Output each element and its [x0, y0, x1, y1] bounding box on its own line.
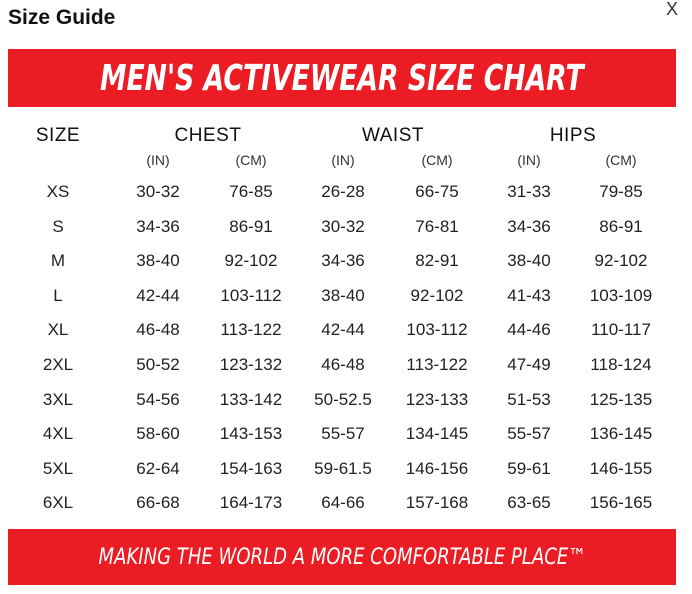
cell-chest-in: 38-40 [136, 251, 180, 271]
cell-waist-cm: 157-168 [405, 493, 469, 513]
cell-hips-cm: 103-109 [589, 285, 653, 305]
cell-chest-cm: 86-91 [229, 216, 273, 236]
cell-waist-cm: 92-102 [410, 285, 464, 305]
cell-chest-cm: 133-142 [219, 389, 283, 409]
cell-waist-cm: 66-75 [415, 182, 459, 201]
cell-waist-cm: 146-156 [405, 458, 469, 478]
cell-hips-cm: 92-102 [594, 251, 648, 271]
cell-hips-cm: 86-91 [599, 216, 643, 236]
footer-banner: MAKING THE WORLD A MORE COMFORTABLE PLAC… [8, 529, 676, 585]
table-row: XS 30-32 76-85 26-28 66-75 31-33 79-85 [8, 177, 676, 207]
cell-chest-in: 46-48 [136, 320, 180, 340]
cell-size: 5XL [42, 458, 74, 478]
cell-hips-in: 31-33 [507, 182, 551, 201]
cell-waist-cm: 134-145 [405, 424, 469, 444]
size-chart: MEN'S ACTIVEWEAR SIZE CHART SIZE CHEST W… [8, 49, 676, 585]
subheader-waist-cm: (CM) [421, 152, 453, 168]
header-hips: HIPS [549, 125, 597, 146]
table-row: S 34-36 86-91 30-32 76-81 34-36 86-91 [8, 212, 676, 242]
table-row: 6XL 66-68 164-173 64-66 157-168 63-65 156-165 [8, 488, 676, 518]
cell-hips-in: 63-65 [507, 493, 551, 513]
header-chest: CHEST [174, 125, 242, 146]
cell-chest-in: 62-64 [136, 458, 180, 478]
cell-hips-in: 41-43 [507, 285, 551, 305]
cell-waist-cm: 76-81 [415, 216, 459, 236]
cell-waist-in: 50-52.5 [314, 389, 372, 409]
cell-size: 3XL [42, 389, 74, 409]
cell-chest-cm: 92-102 [224, 251, 278, 271]
table-row: M 38-40 92-102 34-36 82-91 38-40 92-102 [8, 246, 676, 276]
cell-hips-in: 59-61 [507, 458, 551, 478]
cell-hips-in: 38-40 [507, 251, 551, 271]
cell-chest-in: 54-56 [136, 389, 180, 409]
table-subheader: (IN) (CM) (IN) (CM) (IN) (CM) [8, 145, 676, 175]
cell-waist-in: 34-36 [321, 251, 365, 271]
cell-chest-cm: 76-85 [229, 182, 273, 201]
cell-waist-cm: 113-122 [406, 355, 468, 374]
cell-size: 2XL [42, 355, 74, 374]
header-size: SIZE [35, 125, 81, 146]
table-row: 3XL 54-56 133-142 50-52.5 123-133 51-53 125-13… [8, 385, 676, 415]
cell-chest-in: 66-68 [136, 493, 180, 513]
cell-hips-in: 34-36 [507, 216, 551, 236]
cell-chest-cm: 154-163 [219, 458, 283, 478]
cell-chest-cm: 123-132 [219, 355, 283, 374]
subheader-hips-cm: (CM) [605, 152, 637, 168]
cell-chest-in: 34-36 [136, 216, 180, 236]
cell-waist-in: 38-40 [321, 285, 365, 305]
header-waist: WAIST [362, 125, 424, 146]
cell-waist-cm: 82-91 [415, 251, 459, 271]
cell-chest-in: 58-60 [136, 424, 180, 444]
subheader-chest-cm: (CM) [235, 152, 267, 168]
cell-waist-in: 64-66 [321, 493, 365, 513]
cell-hips-cm: 156-165 [589, 493, 653, 513]
cell-size: S [52, 216, 64, 236]
cell-hips-cm: 79-85 [599, 182, 643, 201]
cell-hips-in: 51-53 [507, 389, 551, 409]
cell-waist-in: 42-44 [321, 320, 365, 340]
subheader-chest-in: (IN) [146, 152, 170, 168]
cell-size: 6XL [42, 493, 74, 513]
cell-hips-cm: 146-155 [589, 458, 653, 478]
subheader-hips-in: (IN) [517, 152, 541, 168]
cell-size: L [53, 285, 63, 305]
table-header: SIZE CHEST WAIST HIPS [8, 121, 676, 151]
table-row: XL 46-48 113-122 42-44 103-112 44-46 110-117 [8, 315, 676, 345]
cell-waist-cm: 103-112 [406, 320, 468, 340]
table-row: L 42-44 103-112 38-40 92-102 41-43 103-109 [8, 281, 676, 311]
cell-waist-in: 26-28 [321, 182, 365, 201]
cell-waist-cm: 123-133 [405, 389, 469, 409]
cell-hips-in: 55-57 [507, 424, 551, 444]
cell-chest-in: 50-52 [136, 355, 180, 374]
table-row: 2XL 50-52 123-132 46-48 113-122 47-49 118-124 [8, 350, 676, 380]
table-row: 4XL 58-60 143-153 55-57 134-145 55-57 136-145 [8, 419, 676, 449]
table-row: 5XL 62-64 154-163 59-61.5 146-156 59-61 146-15… [8, 454, 676, 484]
chart-title-banner: MEN'S ACTIVEWEAR SIZE CHART [8, 49, 676, 107]
cell-hips-cm: 118-124 [590, 355, 652, 374]
cell-size: XL [47, 320, 69, 340]
cell-chest-cm: 103-112 [220, 285, 282, 305]
cell-chest-cm: 113-122 [220, 320, 282, 340]
cell-hips-in: 44-46 [507, 320, 551, 340]
cell-size: M [50, 251, 66, 271]
subheader-waist-in: (IN) [331, 152, 355, 168]
cell-size: XS [46, 182, 70, 201]
cell-chest-in: 42-44 [136, 285, 180, 305]
cell-hips-cm: 125-135 [589, 389, 653, 409]
close-button[interactable]: X [665, 0, 678, 19]
cell-hips-in: 47-49 [507, 355, 551, 374]
cell-waist-in: 59-61.5 [314, 458, 372, 478]
modal-title: Size Guide [8, 6, 116, 29]
cell-chest-cm: 143-153 [219, 424, 283, 444]
footer-slogan: MAKING THE WORLD A MORE COMFORTABLE PLAC… [98, 544, 586, 570]
cell-chest-cm: 164-173 [219, 493, 283, 513]
cell-hips-cm: 110-117 [591, 320, 651, 340]
cell-waist-in: 46-48 [321, 355, 365, 374]
cell-hips-cm: 136-145 [589, 424, 653, 444]
cell-waist-in: 55-57 [321, 424, 365, 444]
chart-title: MEN'S ACTIVEWEAR SIZE CHART [100, 57, 584, 99]
cell-chest-in: 30-32 [136, 182, 180, 201]
cell-waist-in: 30-32 [321, 216, 365, 236]
cell-size: 4XL [42, 424, 74, 444]
